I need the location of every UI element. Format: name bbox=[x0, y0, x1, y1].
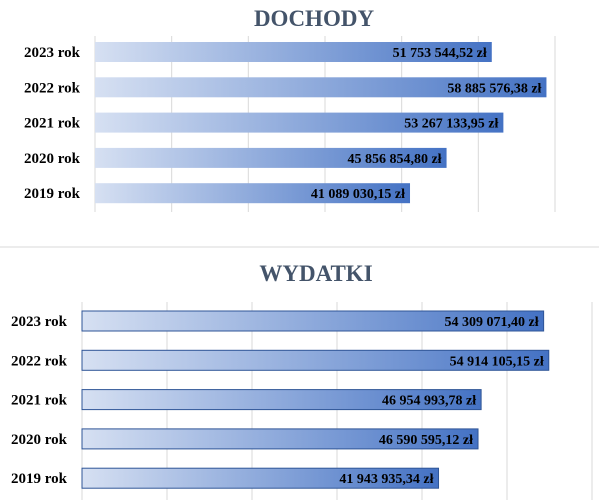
bar bbox=[95, 112, 504, 133]
chart-title: WYDATKI bbox=[259, 261, 372, 286]
bar bbox=[81, 349, 550, 371]
bar bbox=[81, 467, 440, 489]
chart-wydatki: WYDATKI 2023 rok 54 309 071,40 zł 2022 rok 5… bbox=[11, 261, 593, 500]
category-label: 2021 rok bbox=[24, 116, 81, 132]
category-label: 2019 rok bbox=[24, 186, 81, 202]
category-label: 2020 rok bbox=[11, 432, 68, 448]
data-label: 54 309 071,40 zł bbox=[445, 315, 539, 330]
data-label: 46 954 993,78 zł bbox=[382, 394, 476, 409]
category-label: 2023 rok bbox=[24, 45, 81, 61]
category-label: 2021 rok bbox=[11, 393, 68, 409]
bar bbox=[95, 77, 547, 98]
data-label: 54 914 105,15 zł bbox=[450, 354, 544, 369]
category-label: 2023 rok bbox=[11, 314, 68, 330]
bar bbox=[81, 428, 479, 450]
category-label: 2020 rok bbox=[24, 151, 81, 167]
bar bbox=[95, 183, 411, 204]
category-label: 2019 rok bbox=[11, 471, 68, 487]
bar bbox=[81, 310, 545, 332]
category-label: 2022 rok bbox=[24, 80, 81, 96]
data-label: 58 885 576,38 zł bbox=[447, 81, 541, 96]
data-label: 53 267 133,95 zł bbox=[404, 117, 498, 132]
data-label: 51 753 544,52 zł bbox=[393, 46, 487, 61]
data-label: 41 089 030,15 zł bbox=[311, 187, 405, 202]
data-label: 41 943 935,34 zł bbox=[339, 472, 433, 487]
bar bbox=[81, 389, 482, 411]
data-label: 45 856 854,80 zł bbox=[347, 152, 441, 167]
bar bbox=[95, 42, 492, 62]
chart-dochody: DOCHODY 2023 rok 51 753 544,52 zł 2022 rok 5… bbox=[24, 6, 556, 212]
chart-title: DOCHODY bbox=[254, 6, 375, 31]
data-label: 46 590 595,12 zł bbox=[379, 433, 473, 448]
bar bbox=[95, 147, 447, 168]
category-label: 2022 rok bbox=[11, 353, 68, 369]
